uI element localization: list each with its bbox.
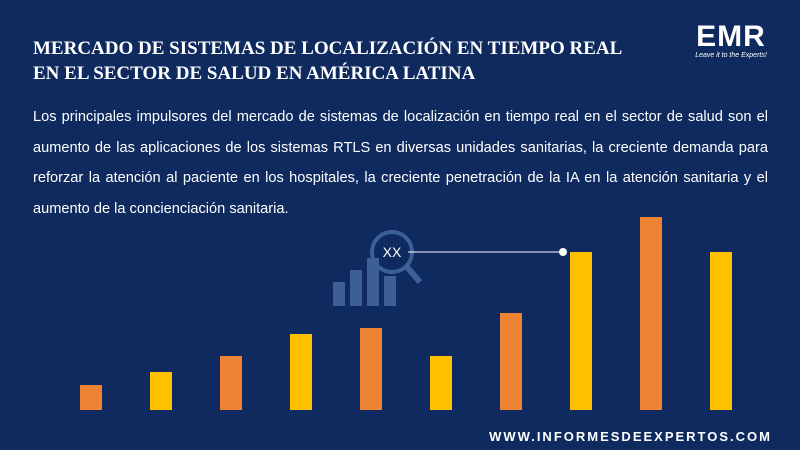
annotation-dot — [559, 248, 567, 256]
bar — [290, 334, 312, 410]
title: MERCADO DE SISTEMAS DE LOCALIZACIÓN EN T… — [33, 36, 622, 86]
title-line: EN EL SECTOR DE SALUD EN AMÉRICA LATINA — [33, 63, 476, 84]
bar — [710, 252, 732, 410]
bar — [150, 372, 172, 410]
bar — [360, 328, 382, 410]
logo-tagline: Leave it to the Experts! — [695, 52, 767, 59]
logo-text: EMR — [696, 20, 766, 53]
bar — [640, 217, 662, 410]
footer-url: WWW.INFORMESDEEXPERTOS.COM — [489, 429, 772, 444]
bar — [430, 356, 452, 410]
title-line: MERCADO DE SISTEMAS DE LOCALIZACIÓN EN T… — [33, 38, 623, 59]
paragraph: Los principales impulsores del mercado d… — [33, 109, 768, 217]
bar — [80, 385, 102, 410]
annotation-label: XX — [383, 244, 402, 260]
magnifier-icon — [333, 230, 423, 306]
logo: EMR Leave it to the Experts! — [686, 20, 776, 60]
bar — [500, 313, 522, 410]
bar — [220, 356, 242, 410]
bar — [570, 252, 592, 410]
